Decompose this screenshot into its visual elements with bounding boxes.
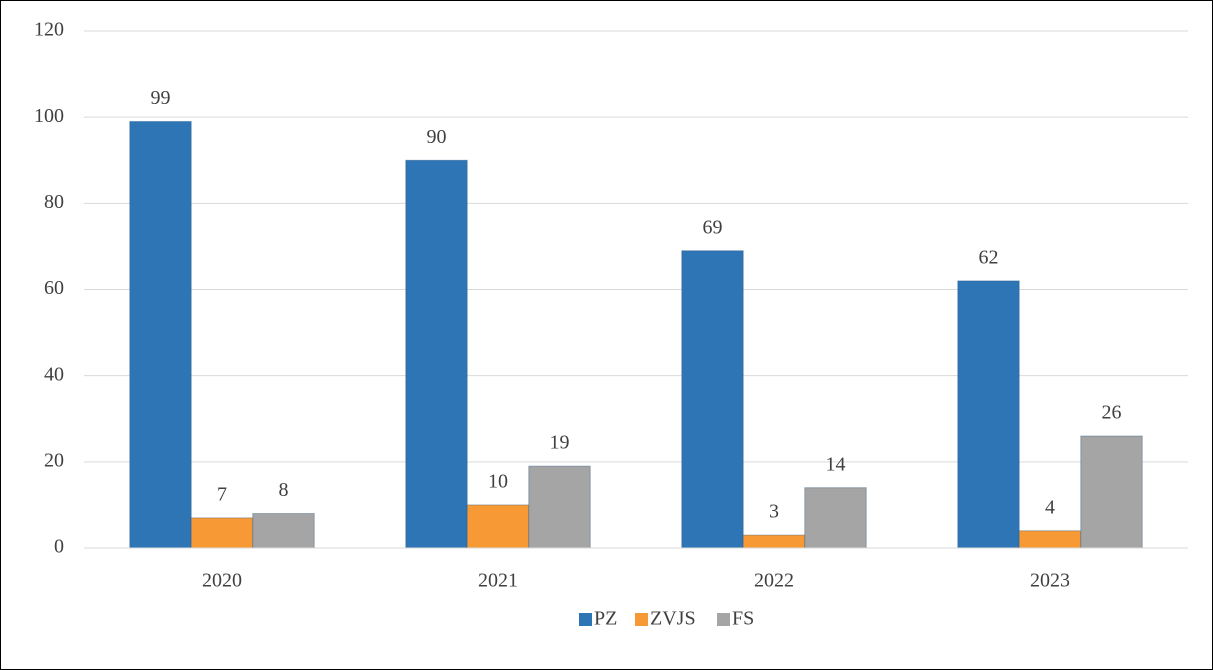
data-label: 99 — [151, 87, 171, 109]
legend-label: ZVJS — [650, 608, 696, 630]
x-tick-label: 2023 — [1030, 570, 1070, 592]
bar — [405, 159, 468, 549]
data-label: 3 — [769, 501, 779, 523]
data-label: 26 — [1102, 402, 1122, 424]
bar — [190, 517, 254, 549]
bar — [804, 487, 867, 549]
data-label: 4 — [1045, 496, 1055, 518]
data-label: 19 — [550, 432, 570, 454]
bar — [528, 465, 591, 549]
bar — [1018, 530, 1082, 549]
bar — [466, 504, 530, 549]
data-label: 62 — [979, 246, 999, 268]
x-tick-label: 2022 — [754, 570, 794, 592]
y-tick-label: 40 — [44, 363, 64, 385]
data-label: 14 — [826, 453, 846, 475]
x-tick-label: 2021 — [478, 570, 518, 592]
data-label: 10 — [488, 471, 508, 493]
legend-label: PZ — [594, 608, 617, 630]
data-label: 8 — [279, 479, 289, 501]
y-tick-label: 80 — [44, 191, 64, 213]
y-tick-label: 0 — [54, 536, 64, 558]
legend-swatch — [717, 613, 730, 626]
data-label: 90 — [427, 126, 447, 148]
legend-swatch — [579, 613, 592, 626]
y-tick-label: 60 — [44, 277, 64, 299]
bar — [957, 280, 1020, 549]
bar — [252, 513, 315, 549]
bar — [742, 534, 806, 549]
data-label: 7 — [217, 483, 227, 505]
bar — [681, 250, 744, 549]
y-tick-label: 120 — [34, 19, 64, 41]
x-tick-label: 2020 — [202, 570, 242, 592]
legend-swatch — [635, 613, 648, 626]
y-tick-label: 20 — [44, 449, 64, 471]
data-label: 69 — [703, 216, 723, 238]
y-tick-label: 100 — [34, 105, 64, 127]
bar — [1080, 435, 1143, 549]
bar — [129, 120, 192, 549]
legend-label: FS — [732, 608, 754, 630]
